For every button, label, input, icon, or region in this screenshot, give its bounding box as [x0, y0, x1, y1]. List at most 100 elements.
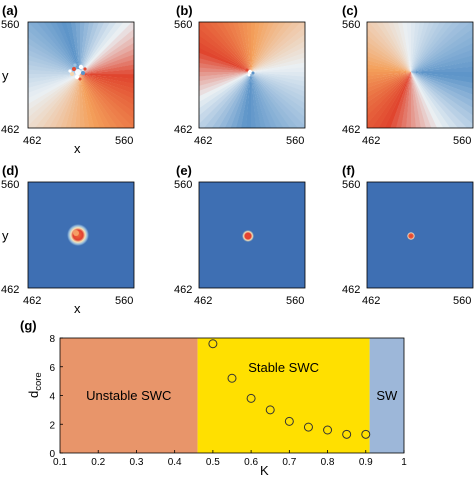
- y-axis-label-main: d: [26, 391, 41, 398]
- phase-wedge: [250, 72, 256, 128]
- panel-f-xtick-right: 560: [453, 295, 471, 307]
- regime-band-2: [197, 338, 370, 453]
- panel-b-phase-wedges: [199, 22, 305, 128]
- panel-b-field: [199, 22, 305, 128]
- phase-wedge: [70, 74, 80, 128]
- panel-d-ytick-bottom: 462: [1, 284, 19, 296]
- panel-a-ylabel: y: [2, 68, 9, 83]
- panel-b-core-noise: [245, 68, 255, 77]
- phase-wedge: [80, 64, 134, 74]
- regime-label-1: Unstable SWC: [86, 388, 171, 403]
- phase-wedge: [28, 74, 80, 84]
- phase-wedge: [367, 72, 411, 80]
- phase-wedge: [199, 72, 251, 97]
- phase-wedge: [80, 74, 134, 84]
- panel-b-label: (b): [176, 3, 193, 18]
- panel-g-label: (g): [20, 318, 37, 333]
- panel-e-ytick-top: 560: [174, 179, 192, 191]
- x-tick-label: 0.9: [359, 457, 373, 468]
- panel-c-xtick-left: 462: [362, 135, 380, 147]
- panel-d-ylabel: y: [2, 228, 9, 243]
- panel-d-core-detail: [73, 230, 79, 236]
- phase-wedge: [367, 71, 411, 76]
- regime-label-3: SW: [376, 388, 398, 403]
- phase-wedge: [411, 22, 416, 72]
- phase-wedge: [367, 72, 411, 89]
- x-tick-label: 0.5: [206, 457, 220, 468]
- data-point-5: [284, 416, 294, 426]
- phase-wedge: [80, 74, 112, 128]
- phase-wedge: [80, 48, 134, 74]
- phase-wedge: [70, 22, 80, 74]
- panel-d-xtick-right: 560: [115, 295, 133, 307]
- phase-wedge: [411, 72, 421, 128]
- panel-b-xtick-right: 560: [286, 135, 304, 147]
- phase-wedge: [80, 69, 134, 75]
- panel-e-xtick-right: 560: [286, 295, 304, 307]
- panel-a: (a) 560 462 462 560 x y: [1, 3, 135, 156]
- phase-wedge: [367, 67, 411, 72]
- phase-wedge: [411, 43, 473, 72]
- phase-wedge: [367, 72, 411, 93]
- panel-b: (b) 560 462 462 560: [174, 3, 306, 147]
- phase-wedge: [199, 67, 251, 72]
- phase-wedge: [199, 72, 251, 109]
- x-tick-label: 0.3: [129, 457, 143, 468]
- y-axis-label-sub: core: [33, 372, 44, 390]
- y-axis-label: dcore: [26, 372, 44, 398]
- panel-b-xtick-left: 462: [194, 135, 212, 147]
- panel-a-core-noise: [68, 63, 87, 81]
- panel-e-label: (e): [176, 163, 192, 178]
- panel-f-ytick-top: 560: [342, 179, 360, 191]
- phase-wedge: [411, 66, 473, 73]
- panel-c: (c) 560 462 462 560: [342, 3, 474, 147]
- data-point-7: [323, 425, 333, 435]
- panel-f: (f) 560 462 462 560: [342, 163, 474, 307]
- panel-a-phase-wedges: [28, 22, 134, 128]
- regime-band-3: [369, 338, 404, 453]
- regime-label-2: Stable SWC: [248, 360, 319, 375]
- x-tick-label: 0.8: [321, 457, 335, 468]
- panel-f-xtick-left: 462: [362, 295, 380, 307]
- panel-e-ytick-bottom: 462: [174, 284, 192, 296]
- panel-e-xtick-left: 462: [194, 295, 212, 307]
- phase-wedge: [199, 72, 251, 82]
- y-tick-label: 2: [49, 420, 55, 431]
- phase-wedge: [80, 22, 85, 74]
- panel-c-label: (c): [342, 3, 358, 18]
- phase-wedge: [410, 72, 416, 128]
- phase-wedge: [80, 74, 106, 128]
- phase-wedge: [74, 74, 80, 128]
- data-point-4: [265, 405, 275, 415]
- phase-wedge: [251, 72, 278, 128]
- phase-wedge: [411, 22, 421, 72]
- phase-wedge: [367, 72, 411, 128]
- x-tick-label: 0.4: [168, 457, 182, 468]
- panel-c-ytick-bottom: 462: [342, 124, 360, 136]
- phase-wedge: [411, 72, 467, 128]
- phase-wedge: [28, 74, 80, 93]
- x-tick-label: 0.1: [53, 457, 67, 468]
- data-point-8: [342, 429, 352, 439]
- y-tick-label: 6: [49, 363, 55, 374]
- panel-d: (d) 560 462 462 560 x y: [1, 163, 135, 316]
- panel-a-xtick-right: 560: [115, 135, 133, 147]
- phase-wedge: [411, 72, 473, 84]
- phase-wedge: [411, 72, 473, 128]
- panel-a-frame: [27, 21, 135, 129]
- phase-wedge: [411, 72, 438, 128]
- phase-wedge: [199, 72, 251, 91]
- panel-a-ytick-bottom: 462: [1, 124, 19, 136]
- data-points: [208, 339, 371, 439]
- phase-wedge: [199, 62, 251, 72]
- data-point-2: [227, 373, 237, 383]
- phase-wedge: [80, 54, 134, 74]
- phase-wedge: [251, 67, 305, 73]
- phase-wedge: [390, 72, 411, 128]
- phase-wedge: [251, 72, 305, 78]
- phase-wedge: [245, 72, 251, 128]
- phase-wedge: [199, 52, 251, 72]
- phase-wedge: [80, 22, 134, 74]
- x-tick-label: 0.7: [282, 457, 296, 468]
